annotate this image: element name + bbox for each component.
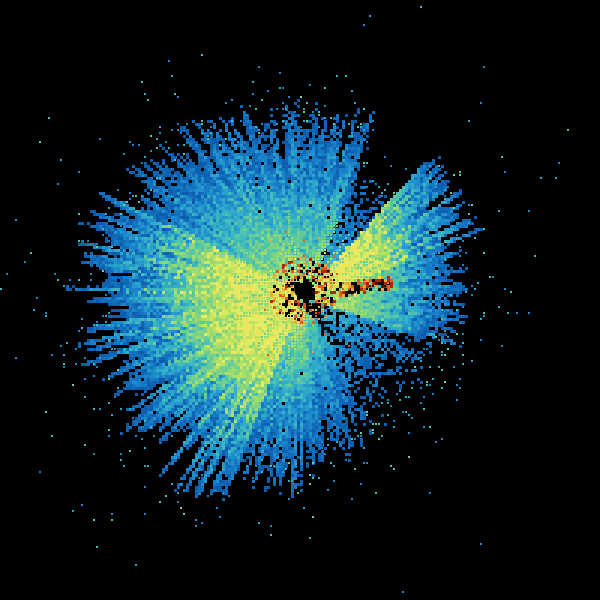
density-plot-canvas: [0, 0, 600, 600]
particle-density-visualization: [0, 0, 600, 600]
